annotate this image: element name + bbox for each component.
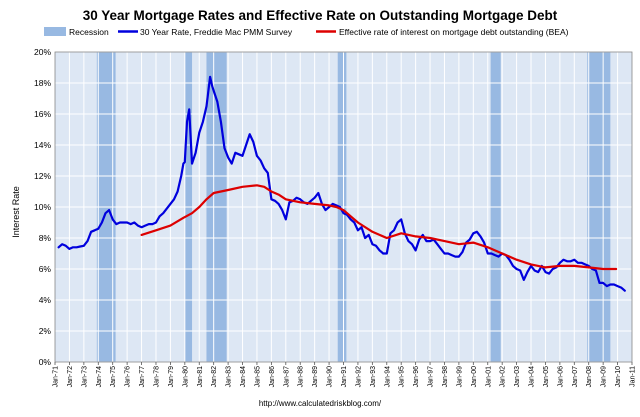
x-tick-label: Jan-91 (341, 366, 348, 388)
legend-label-effective: Effective rate of interest on mortgage d… (339, 27, 569, 37)
source-url: http://www.calculatedriskblog.com/ (259, 399, 382, 408)
y-tick-label: 20% (34, 47, 51, 57)
y-tick-label: 18% (34, 78, 51, 88)
x-tick-label: Jan-07 (572, 366, 579, 388)
x-tick-label: Jan-87 (283, 366, 290, 388)
chart-title: 30 Year Mortgage Rates and Effective Rat… (83, 8, 558, 23)
x-axis-ticks: Jan-71 Jan-72 Jan-73 Jan-74 Jan-75 Jan-76 Jan-… (53, 362, 637, 387)
y-tick-label: 16% (34, 109, 51, 119)
x-tick-label: Jan-94 (384, 366, 391, 388)
x-tick-label: Jan-05 (543, 366, 550, 388)
x-tick-label: Jan-86 (269, 366, 276, 388)
y-tick-label: 0% (39, 357, 52, 367)
x-tick-label: Jan-93 (370, 366, 377, 388)
x-tick-label: Jan-03 (514, 366, 521, 388)
x-tick-label: Jan-01 (485, 366, 492, 388)
legend-label-recession: Recession (69, 27, 109, 37)
x-tick-label: Jan-80 (182, 366, 189, 388)
series-lines (57, 75, 626, 292)
x-tick-label: Jan-89 (312, 366, 319, 388)
x-tick-label: Jan-99 (456, 366, 463, 388)
legend-swatch-recession (44, 27, 66, 36)
y-tick-label: 10% (34, 202, 51, 212)
x-tick-label: Jan-74 (96, 366, 103, 388)
y-axis-ticks: 0% 2% 4% 6% 8% 10% 12% 14% 16% 18% 20% (34, 47, 51, 367)
x-tick-label: Jan-76 (125, 366, 132, 388)
x-tick-label: Jan-84 (240, 366, 247, 388)
x-tick-label: Jan-06 (557, 366, 564, 388)
x-tick-label: Jan-92 (355, 366, 362, 388)
x-tick-label: Jan-96 (413, 366, 420, 388)
x-tick-label: Jan-88 (298, 366, 305, 388)
x-tick-label: Jan-04 (529, 366, 536, 388)
series-effective-line (140, 184, 618, 271)
y-tick-label: 8% (39, 233, 52, 243)
x-tick-label: Jan-00 (471, 366, 478, 388)
x-tick-label: Jan-98 (442, 366, 449, 388)
x-tick-label: Jan-08 (586, 366, 593, 388)
legend-label-30yr: 30 Year Rate, Freddie Mac PMM Survey (140, 27, 293, 37)
y-tick-label: 14% (34, 140, 51, 150)
x-tick-label: Jan-73 (81, 366, 88, 388)
series-30yr-line (57, 75, 626, 292)
x-tick-label: Jan-97 (428, 366, 435, 388)
x-tick-label: Jan-79 (168, 366, 175, 388)
legend: Recession 30 Year Rate, Freddie Mac PMM … (44, 27, 569, 37)
x-tick-label: Jan-11 (630, 366, 637, 387)
x-tick-label: Jan-90 (327, 366, 334, 388)
x-tick-label: Jan-09 (601, 366, 608, 388)
x-tick-label: Jan-83 (226, 366, 233, 388)
x-tick-label: Jan-72 (67, 366, 74, 388)
x-tick-label: Jan-75 (110, 366, 117, 388)
y-tick-label: 4% (39, 295, 52, 305)
x-tick-label: Jan-02 (500, 366, 507, 388)
y-axis-label: Interest Rate (11, 186, 21, 238)
x-tick-label: Jan-77 (139, 366, 146, 388)
y-tick-label: 2% (39, 326, 52, 336)
x-tick-label: Jan-10 (615, 366, 622, 388)
x-tick-label: Jan-78 (153, 366, 160, 388)
gridlines (55, 51, 632, 363)
y-tick-label: 12% (34, 171, 51, 181)
x-tick-label: Jan-81 (197, 366, 204, 388)
y-tick-label: 6% (39, 264, 52, 274)
x-tick-label: Jan-82 (211, 366, 218, 388)
x-tick-label: Jan-85 (254, 366, 261, 388)
x-tick-label: Jan-95 (399, 366, 406, 388)
x-tick-label: Jan-71 (53, 366, 60, 388)
